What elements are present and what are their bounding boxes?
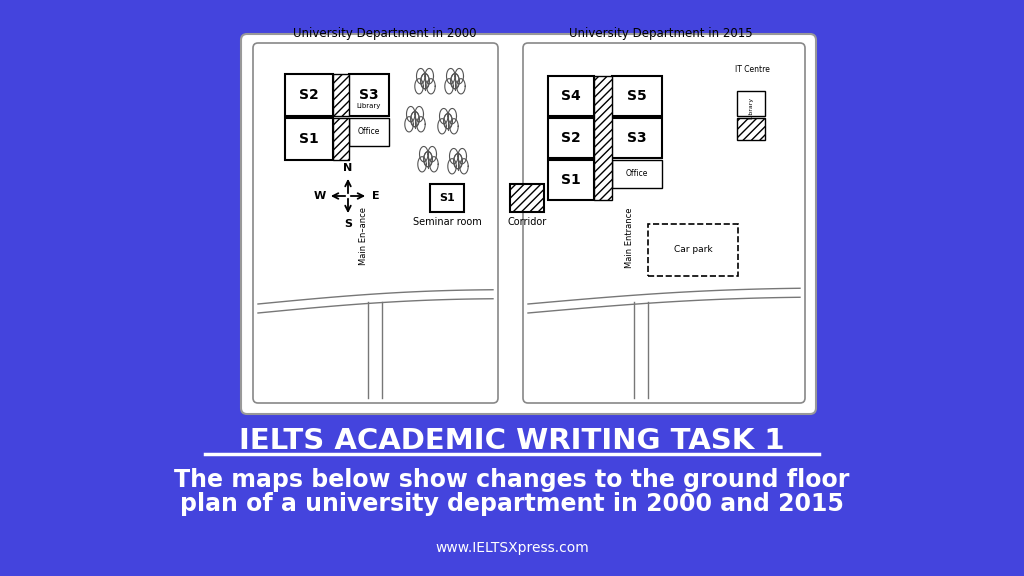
Text: University Department in 2000: University Department in 2000 [293, 26, 477, 40]
Text: Car park: Car park [674, 245, 713, 255]
Bar [612, 76, 662, 116]
Text: E: E [372, 191, 380, 201]
Text: The maps below show changes to the ground floor: The maps below show changes to the groun… [174, 468, 850, 492]
Bar [548, 160, 594, 200]
Bar [548, 118, 594, 158]
Text: IELTS ACADEMIC WRITING TASK 1: IELTS ACADEMIC WRITING TASK 1 [240, 427, 784, 455]
Bar [648, 224, 738, 276]
Text: IT Centre: IT Centre [734, 65, 769, 74]
Bar [430, 184, 464, 212]
Text: Main Entrance: Main Entrance [626, 208, 635, 268]
Bar [548, 76, 594, 116]
Text: S3: S3 [627, 131, 647, 145]
Bar [737, 118, 765, 140]
Text: Office: Office [357, 127, 380, 137]
Bar [594, 76, 612, 200]
Text: S: S [344, 219, 352, 229]
Bar [333, 118, 349, 160]
Text: S5: S5 [627, 89, 647, 103]
Text: Main En–ance: Main En–ance [359, 207, 369, 265]
Text: Office: Office [626, 169, 648, 179]
Text: www.IELTSXpress.com: www.IELTSXpress.com [435, 541, 589, 555]
FancyBboxPatch shape [253, 43, 498, 403]
FancyBboxPatch shape [523, 43, 805, 403]
Bar [510, 184, 544, 212]
Text: University Department in 2015: University Department in 2015 [569, 26, 753, 40]
Text: N: N [343, 163, 352, 173]
Text: S3: S3 [359, 88, 379, 102]
Bar [285, 118, 333, 160]
Text: Library: Library [749, 97, 754, 119]
Text: Corridor: Corridor [507, 217, 547, 227]
Text: S4: S4 [561, 89, 581, 103]
Bar [349, 74, 389, 116]
Text: plan of a university department in 2000 and 2015: plan of a university department in 2000 … [180, 492, 844, 516]
Text: S1: S1 [561, 173, 581, 187]
Text: S1: S1 [299, 132, 318, 146]
Text: Seminar room: Seminar room [413, 217, 481, 227]
FancyBboxPatch shape [241, 34, 816, 414]
Bar [285, 74, 333, 116]
Bar [612, 160, 662, 188]
Text: W: W [314, 191, 326, 201]
Text: S2: S2 [299, 88, 318, 102]
Text: Library: Library [356, 103, 381, 109]
Text: S2: S2 [561, 131, 581, 145]
Bar [612, 118, 662, 158]
Bar [737, 91, 765, 116]
Text: S1: S1 [439, 193, 455, 203]
Bar [349, 118, 389, 146]
Bar [333, 74, 349, 116]
